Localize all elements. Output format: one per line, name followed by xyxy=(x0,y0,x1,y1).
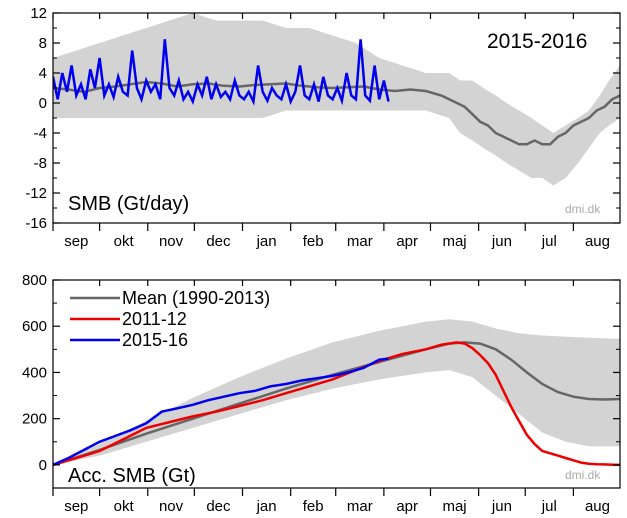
accumulated-credit: dmi.dk xyxy=(565,468,601,482)
y-tick-label: 800 xyxy=(22,272,47,289)
x-month-label: okt xyxy=(114,498,135,515)
x-month-label: maj xyxy=(442,498,466,515)
x-month-label: jan xyxy=(256,233,277,250)
daily-2015-16-line xyxy=(53,39,390,106)
accumulated-range-band xyxy=(53,319,620,465)
legend-2015-16-label: 2015-16 xyxy=(122,330,188,350)
x-month-label: okt xyxy=(114,233,135,250)
x-month-label: apr xyxy=(396,498,418,515)
daily-range-band xyxy=(53,13,620,186)
legend-mean-label: Mean (1990-2013) xyxy=(122,288,270,308)
accumulated-smb-panel: 800 600 400 200 0 sep okt nov dec jan feb mar apr ma… xyxy=(22,272,621,515)
y-tick-label: 12 xyxy=(30,5,47,22)
y-tick-label: 400 xyxy=(22,364,47,381)
x-month-label: sep xyxy=(64,233,88,250)
x-month-label: aug xyxy=(585,233,610,250)
daily-credit: dmi.dk xyxy=(565,202,601,216)
legend-2011-12-label: 2011-12 xyxy=(122,309,187,329)
x-month-label: jun xyxy=(491,498,512,515)
daily-y-axis: 12 8 4 0 -4 -8 -12 -16 xyxy=(25,5,620,232)
x-month-label: maj xyxy=(442,233,466,250)
x-month-label: feb xyxy=(303,498,324,515)
legend: Mean (1990-2013) 2011-12 2015-16 xyxy=(70,288,270,350)
x-month-label: aug xyxy=(585,498,610,515)
daily-x-axis: sep okt nov dec jan feb mar apr maj jun jul aug xyxy=(52,13,610,250)
x-month-label: jun xyxy=(491,233,512,250)
x-month-label: mar xyxy=(347,233,373,250)
x-month-label: apr xyxy=(396,233,418,250)
x-month-label: nov xyxy=(159,233,184,250)
y-tick-label: -8 xyxy=(34,155,47,172)
accumulated-panel-label: Acc. SMB (Gt) xyxy=(68,465,196,487)
x-month-label: feb xyxy=(303,233,324,250)
x-month-label: jan xyxy=(256,498,277,515)
x-month-label: dec xyxy=(206,233,231,250)
accumulated-x-axis: sep okt nov dec jan feb mar apr maj jun jul aug xyxy=(52,280,610,515)
y-tick-label: -12 xyxy=(25,185,47,202)
x-month-label: jul xyxy=(541,233,557,250)
accumulated-y-axis: 800 600 400 200 0 xyxy=(22,272,620,489)
x-month-label: dec xyxy=(206,498,231,515)
daily-smb-panel: 12 8 4 0 -4 -8 -12 -16 sep okt nov dec jan feb mar apr… xyxy=(25,5,621,250)
y-tick-label: 0 xyxy=(39,95,47,112)
daily-panel-label: SMB (Gt/day) xyxy=(68,193,189,215)
season-label: 2015-2016 xyxy=(487,30,587,53)
y-tick-label: 8 xyxy=(39,35,47,52)
y-tick-label: 200 xyxy=(22,411,47,428)
accumulated-plot-frame xyxy=(52,279,621,489)
x-month-label: nov xyxy=(159,498,184,515)
y-tick-label: 4 xyxy=(39,65,47,82)
x-month-label: mar xyxy=(347,498,373,515)
y-tick-label: 600 xyxy=(22,318,47,335)
accumulated-2011-12-line xyxy=(53,341,620,467)
y-tick-label: -4 xyxy=(34,125,47,142)
x-month-label: sep xyxy=(64,498,88,515)
x-month-label: jul xyxy=(541,498,557,515)
y-tick-label: 0 xyxy=(39,457,47,474)
y-tick-label: -16 xyxy=(25,215,47,232)
accumulated-2015-16-line xyxy=(53,357,389,467)
